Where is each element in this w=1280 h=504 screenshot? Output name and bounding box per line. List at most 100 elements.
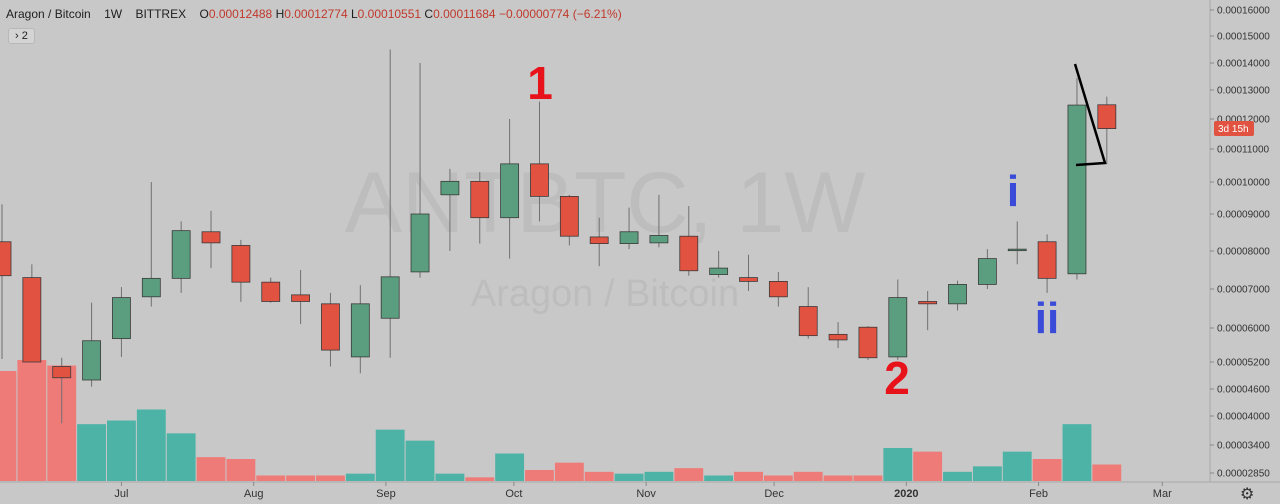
- candle-body: [350, 303, 370, 358]
- candle-body: [22, 277, 42, 363]
- candle: [798, 287, 818, 339]
- volume-bar: [883, 448, 913, 481]
- candle: [1067, 77, 1087, 280]
- volume-bar: [226, 459, 256, 481]
- candle-body: [530, 163, 549, 197]
- candle: [1037, 234, 1057, 293]
- volume-bar: [316, 475, 345, 481]
- candle: [380, 49, 400, 358]
- candle-body: [500, 163, 520, 219]
- price-tick-label: 0.00010000: [1217, 178, 1270, 189]
- volume-bar: [644, 471, 674, 481]
- time-tick-label: Dec: [764, 488, 784, 500]
- legend-interval: 1W: [104, 7, 123, 21]
- candle-body: [977, 258, 997, 285]
- price-tick-label: 0.00004000: [1217, 412, 1270, 423]
- candle-body: [739, 277, 758, 282]
- candle-body: [52, 366, 72, 379]
- volume-bar: [286, 475, 316, 481]
- time-tick-label: Aug: [244, 488, 264, 500]
- candle: [440, 168, 460, 251]
- legend-exchange: BITTREX: [135, 7, 187, 21]
- candle: [321, 292, 340, 367]
- candle-body: [1097, 104, 1117, 130]
- volume-bar: [554, 462, 584, 481]
- candle: [500, 119, 520, 259]
- volume-bar: [1062, 424, 1092, 481]
- price-tick-label: 0.00009000: [1217, 210, 1270, 221]
- volume-bar: [1092, 464, 1122, 481]
- price-tick-label: 0.00016000: [1217, 6, 1270, 17]
- countdown-badge: 3d 15h: [1214, 121, 1254, 136]
- price-tick-label: 0.00006000: [1217, 324, 1270, 335]
- volume-bar: [435, 473, 465, 481]
- candle: [410, 63, 430, 278]
- candle: [918, 290, 938, 331]
- legend-high: 0.00012774: [284, 7, 348, 21]
- candle: [649, 194, 669, 248]
- legend-symbol[interactable]: Aragon / Bitcoin: [6, 7, 91, 21]
- time-axis: Jul Aug Sep Oct Nov Dec 2020 Feb Mar: [114, 482, 1172, 500]
- time-tick-label: Mar: [1153, 488, 1172, 500]
- candle-body: [0, 241, 12, 277]
- price-axis-area[interactable]: [1210, 0, 1280, 482]
- legend-close-label: C: [424, 7, 434, 21]
- volume-bar: [495, 453, 525, 481]
- candle-body: [888, 297, 908, 358]
- candle-body: [709, 267, 729, 275]
- countdown-badge-bg: [1214, 121, 1254, 136]
- volume-bar: [166, 433, 196, 481]
- candle: [470, 172, 490, 244]
- price-tick-label: 0.00005200: [1217, 358, 1270, 369]
- price-axis: 0.00016000 0.00015000 0.00014000 0.00013000…: [1210, 6, 1270, 480]
- candle-body: [798, 306, 818, 337]
- volume-bar: [674, 468, 704, 481]
- drawn-trend-line[interactable]: [1073, 63, 1107, 167]
- candle-body: [291, 294, 311, 302]
- volume-bar: [196, 457, 226, 481]
- legend-open-label: O: [199, 7, 209, 21]
- time-tick-label: Jul: [114, 488, 128, 500]
- candle: [948, 280, 967, 311]
- candle: [82, 302, 101, 387]
- price-tick-label: 0.00003400: [1217, 441, 1270, 452]
- volume-bar: [525, 470, 554, 481]
- candle-body: [380, 276, 400, 319]
- candle: [350, 285, 370, 374]
- price-tick-label: 0.00013000: [1217, 86, 1270, 97]
- watermark-name: Aragon / Bitcoin: [471, 273, 739, 315]
- price-tick-label: 0.00004600: [1217, 385, 1270, 396]
- price-tick-label: 0.00007000: [1217, 285, 1270, 296]
- symbol-legend: Aragon / Bitcoin 1W BITTREX O0.00012488 …: [6, 7, 622, 21]
- gear-icon[interactable]: ⚙: [1240, 486, 1255, 503]
- legend-high-label: H: [275, 7, 285, 21]
- volume-bars: [0, 360, 1122, 481]
- candle-body: [828, 333, 848, 341]
- volume-bar: [405, 440, 435, 481]
- candle-body: [559, 195, 579, 237]
- volume-bar: [465, 477, 495, 481]
- candle: [768, 271, 788, 307]
- indicators-collapse-button[interactable]: › 2: [8, 28, 35, 44]
- price-tick-label: 0.00011000: [1217, 145, 1270, 156]
- wave-label-ii: ii: [1035, 294, 1059, 343]
- candle-body: [82, 340, 101, 381]
- candle-body: [948, 284, 967, 305]
- volume-bar: [913, 451, 943, 481]
- price-tick-label: 0.00012000: [1217, 115, 1270, 126]
- candles: [0, 49, 1117, 424]
- candle-body: [201, 231, 221, 244]
- volume-bar: [107, 420, 136, 481]
- time-tick-label: Feb: [1029, 488, 1048, 500]
- candle-body: [261, 281, 281, 302]
- candle: [1097, 96, 1117, 164]
- wave-label-2: 2: [884, 352, 910, 404]
- volume-bar: [763, 475, 793, 481]
- legend-open: 0.00012488: [208, 7, 273, 21]
- volume-bar: [1002, 451, 1032, 481]
- legend-low: 0.00010551: [357, 7, 422, 21]
- candle-body: [171, 230, 191, 279]
- time-tick-label: 2020: [894, 488, 918, 500]
- candle: [679, 206, 699, 276]
